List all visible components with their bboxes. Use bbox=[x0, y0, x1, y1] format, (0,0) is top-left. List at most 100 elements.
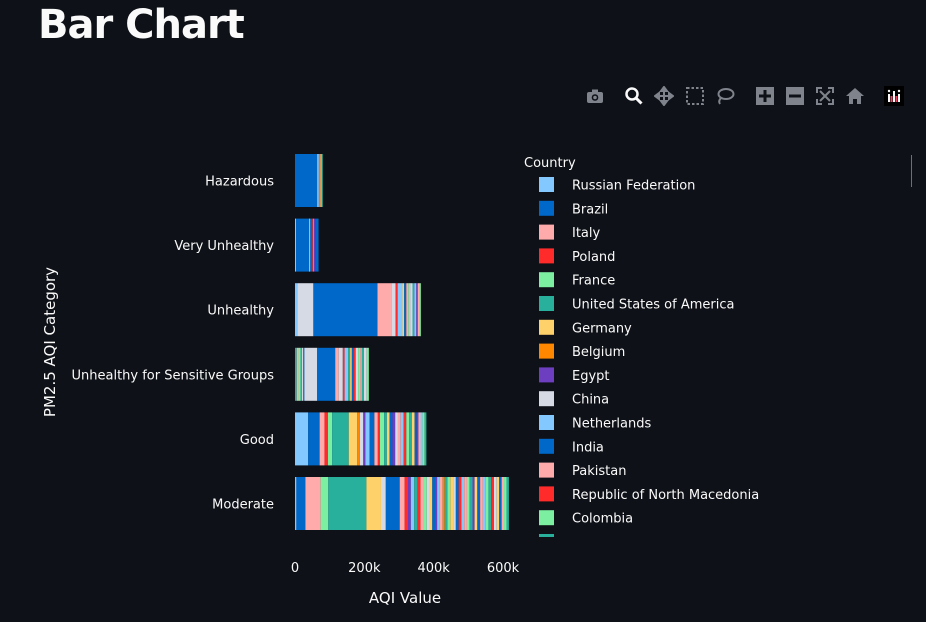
bar-segment[interactable] bbox=[295, 218, 297, 272]
legend-item-label[interactable]: Italy bbox=[572, 226, 601, 241]
bar-segment[interactable] bbox=[392, 412, 396, 466]
bar-segment[interactable] bbox=[363, 347, 367, 401]
legend-item-label[interactable]: Poland bbox=[572, 250, 615, 265]
legend-item-label[interactable]: Pakistan bbox=[572, 464, 626, 479]
bar-segment[interactable] bbox=[377, 412, 380, 466]
legend-swatch[interactable] bbox=[539, 248, 554, 264]
bar-segment[interactable] bbox=[385, 477, 400, 530]
legend-swatch[interactable] bbox=[539, 343, 554, 359]
bar-segment[interactable] bbox=[480, 477, 483, 530]
bar-segment[interactable] bbox=[324, 412, 328, 466]
bar-segment[interactable] bbox=[423, 477, 427, 530]
legend-item-label[interactable]: Egypt bbox=[572, 369, 610, 384]
bar-segment[interactable] bbox=[414, 477, 418, 530]
bar-segment[interactable] bbox=[493, 477, 497, 530]
bar-segment[interactable] bbox=[404, 283, 407, 337]
bar-segment[interactable] bbox=[409, 412, 412, 466]
bar-segment[interactable] bbox=[411, 412, 415, 466]
bar-segment[interactable] bbox=[461, 477, 465, 530]
bar-segment[interactable] bbox=[397, 412, 401, 466]
legend-item-label[interactable]: United States of America bbox=[572, 298, 734, 313]
bar-segment[interactable] bbox=[420, 412, 423, 466]
bar-segment[interactable] bbox=[338, 347, 343, 401]
bar-segment[interactable] bbox=[327, 412, 333, 466]
bar-segment[interactable] bbox=[303, 347, 305, 401]
bar-segment[interactable] bbox=[308, 412, 320, 466]
bar-segment[interactable] bbox=[357, 412, 360, 466]
bar-segment[interactable] bbox=[350, 347, 352, 401]
box-select-icon[interactable] bbox=[683, 84, 707, 108]
bar-segment[interactable] bbox=[406, 283, 409, 337]
bar-segment[interactable] bbox=[453, 477, 456, 530]
bar-segment[interactable] bbox=[435, 477, 438, 530]
bar-segment[interactable] bbox=[377, 283, 392, 337]
bar-segment[interactable] bbox=[365, 412, 370, 466]
bar-segment[interactable] bbox=[450, 477, 454, 530]
bar-segment[interactable] bbox=[360, 347, 362, 401]
legend-item-label[interactable]: India bbox=[572, 440, 604, 455]
bar-segment[interactable] bbox=[304, 347, 318, 401]
legend-item-label[interactable]: Russian Federation bbox=[572, 179, 695, 194]
legend-scrollbar[interactable] bbox=[911, 155, 912, 187]
bar-segment[interactable] bbox=[499, 477, 502, 530]
bar-segment[interactable] bbox=[351, 347, 354, 401]
legend-swatch[interactable] bbox=[539, 486, 554, 502]
bar-segment[interactable] bbox=[501, 477, 505, 530]
zoom-out-icon[interactable] bbox=[783, 84, 807, 108]
bar-segment[interactable] bbox=[374, 412, 378, 466]
bar-segment[interactable] bbox=[395, 283, 398, 337]
bar-segment[interactable] bbox=[328, 477, 367, 530]
camera-icon[interactable] bbox=[583, 84, 607, 108]
bar-segment[interactable] bbox=[389, 412, 393, 466]
bar-segment[interactable] bbox=[332, 412, 349, 466]
bar-segment[interactable] bbox=[400, 412, 404, 466]
bar-segment[interactable] bbox=[295, 154, 318, 207]
bar-segment[interactable] bbox=[506, 477, 509, 530]
bar-segment[interactable] bbox=[496, 477, 500, 530]
bar-segment[interactable] bbox=[358, 347, 361, 401]
bar-segment[interactable] bbox=[384, 412, 387, 466]
zoom-in-icon[interactable] bbox=[753, 84, 777, 108]
bar-segment[interactable] bbox=[488, 477, 492, 530]
legend-item-label[interactable]: Belgium bbox=[572, 345, 625, 360]
bar-segment[interactable] bbox=[300, 347, 302, 401]
bar-segment[interactable] bbox=[344, 347, 349, 401]
lasso-icon[interactable] bbox=[713, 84, 737, 108]
bar-segment[interactable] bbox=[417, 477, 421, 530]
legend-item-label[interactable]: Colombia bbox=[572, 512, 633, 527]
bar-segment[interactable] bbox=[298, 347, 301, 401]
bar-segment[interactable] bbox=[420, 477, 424, 530]
bar-segment[interactable] bbox=[380, 477, 386, 530]
bar-segment[interactable] bbox=[424, 412, 427, 466]
bar-segment[interactable] bbox=[296, 218, 310, 272]
bar-segment[interactable] bbox=[464, 477, 467, 530]
bar-segment[interactable] bbox=[305, 477, 321, 530]
bar-segment[interactable] bbox=[414, 283, 417, 337]
bar-segment[interactable] bbox=[317, 154, 319, 207]
bar-segment[interactable] bbox=[397, 283, 403, 337]
bar-segment[interactable] bbox=[295, 283, 298, 337]
bar-segment[interactable] bbox=[466, 477, 470, 530]
bar-segment[interactable] bbox=[309, 218, 311, 272]
bar-segment[interactable] bbox=[395, 412, 398, 466]
bar-segment[interactable] bbox=[363, 412, 366, 466]
bar-segment[interactable] bbox=[458, 477, 462, 530]
bar-segment[interactable] bbox=[295, 347, 297, 401]
bar-segment[interactable] bbox=[455, 477, 459, 530]
bar-segment[interactable] bbox=[432, 477, 436, 530]
bar-segment[interactable] bbox=[369, 412, 375, 466]
legend-item-label[interactable]: Republic of North Macedonia bbox=[572, 488, 759, 503]
bar-segment[interactable] bbox=[361, 347, 364, 401]
bar-segment[interactable] bbox=[419, 283, 421, 337]
bar-segment[interactable] bbox=[482, 477, 486, 530]
bar-segment[interactable] bbox=[296, 347, 299, 401]
legend-item-label[interactable]: Netherlands bbox=[572, 417, 651, 432]
bar-segment[interactable] bbox=[408, 477, 411, 530]
bar-segment[interactable] bbox=[301, 347, 304, 401]
bar-segment[interactable] bbox=[335, 347, 339, 401]
legend-swatch[interactable] bbox=[539, 272, 554, 288]
bar-segment[interactable] bbox=[412, 283, 415, 337]
bar-segment[interactable] bbox=[485, 477, 489, 530]
bar-segment[interactable] bbox=[477, 477, 481, 530]
bar-segment[interactable] bbox=[442, 477, 445, 530]
